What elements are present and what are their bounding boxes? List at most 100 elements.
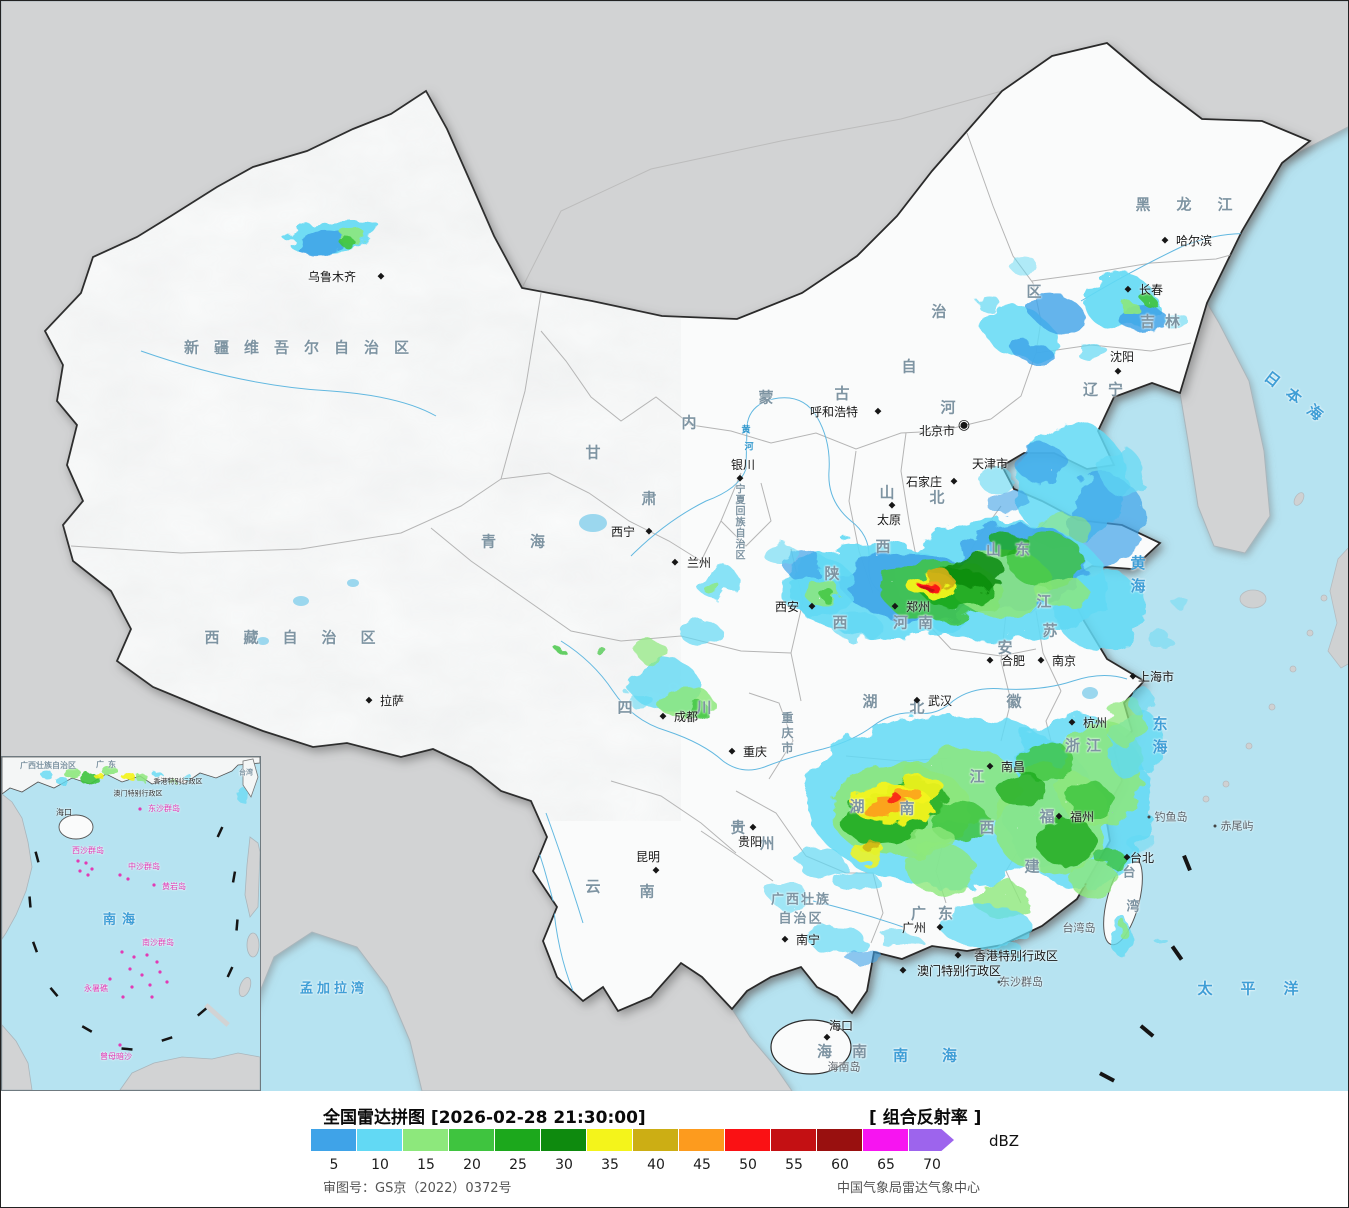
scale-swatch-15 xyxy=(403,1129,448,1151)
lakes xyxy=(257,514,1098,699)
boundary-dash xyxy=(31,941,39,953)
radar-echo xyxy=(1007,254,1035,272)
island-dot xyxy=(120,950,124,954)
color-scale-bar xyxy=(311,1129,954,1151)
mongolia-russia-border xyxy=(521,90,1003,289)
radar-echo xyxy=(974,293,998,309)
radar-echo xyxy=(637,642,669,664)
radar-echo xyxy=(1129,686,1153,716)
radar-echo xyxy=(1103,448,1143,498)
boundary-dash xyxy=(1182,854,1192,872)
radar-echo xyxy=(1155,937,1167,945)
scale-swatch-40 xyxy=(633,1129,678,1151)
scale-tick: 15 xyxy=(417,1157,435,1173)
island-dot xyxy=(84,861,88,865)
scale-tick: 5 xyxy=(329,1157,339,1173)
island-dot xyxy=(148,983,152,987)
island-dot xyxy=(132,955,136,959)
scale-swatch-35 xyxy=(587,1129,632,1151)
radar-echo xyxy=(991,534,1031,558)
radar-echo xyxy=(834,868,878,894)
credit-text: 中国气象局雷达气象中心 xyxy=(837,1181,981,1196)
scale-tick: 60 xyxy=(831,1157,849,1173)
scale-swatch-5 xyxy=(311,1129,356,1151)
product-title: 全国雷达拼图 [2026-02-28 21:30:00] xyxy=(323,1108,646,1128)
boundary-dash xyxy=(1170,945,1184,961)
scale-swatch-25 xyxy=(495,1129,540,1151)
radar-echo xyxy=(168,778,176,784)
scale-tick: 35 xyxy=(601,1157,619,1173)
radar-echo xyxy=(1013,341,1053,365)
radar-echo xyxy=(1095,847,1123,867)
radar-echo xyxy=(1036,817,1096,865)
map-license: 审图号：GS京（2022）0372号 xyxy=(323,1181,512,1196)
inset-hainan xyxy=(58,814,94,840)
boundary-dash xyxy=(216,826,224,838)
island-dot xyxy=(165,980,169,984)
boundary-dash xyxy=(81,1025,93,1033)
boundary-dash xyxy=(1139,1024,1155,1038)
radar-echo xyxy=(1171,595,1187,607)
china-radar-map xyxy=(1,1,1348,1091)
boundary-dash xyxy=(231,871,237,883)
radar-echo xyxy=(821,591,837,603)
scale-tick: 20 xyxy=(463,1157,481,1173)
scale-tick: 25 xyxy=(509,1157,527,1173)
radar-echo xyxy=(1029,294,1085,332)
scale-tick: 70 xyxy=(923,1157,941,1173)
inset-ocean xyxy=(2,757,260,1090)
inset-map xyxy=(1,756,261,1091)
island-dot xyxy=(128,967,132,971)
radar-echo xyxy=(682,702,710,720)
inset-palawan xyxy=(204,1003,230,1027)
radar-echo xyxy=(697,566,741,600)
radar-echo xyxy=(863,841,883,853)
boundary-dash xyxy=(161,1036,173,1042)
boundary-dash xyxy=(28,896,32,908)
radar-echo xyxy=(338,237,354,245)
radar-echo xyxy=(897,786,921,800)
radar-echo xyxy=(555,646,563,652)
radar-echo xyxy=(907,845,975,893)
scale-swatch-50 xyxy=(725,1129,770,1151)
radar-echo xyxy=(1118,920,1128,938)
scale-swatch-55 xyxy=(771,1129,816,1151)
island-dot xyxy=(76,859,80,863)
inset-vietnam xyxy=(1,793,33,941)
radar-echo xyxy=(1069,783,1113,819)
radar-echo xyxy=(704,583,722,595)
radar-echo xyxy=(1038,578,1088,608)
boundary-dash xyxy=(226,966,234,978)
hainan-island xyxy=(770,1019,852,1075)
island-dot xyxy=(152,883,156,887)
radar-echo xyxy=(237,787,247,803)
radar-echo xyxy=(63,768,81,778)
radar-echo xyxy=(56,777,68,785)
radar-echo xyxy=(808,926,864,952)
radar-echo xyxy=(293,231,345,251)
radar-echo xyxy=(102,766,118,776)
radar-echo xyxy=(921,584,931,590)
unit-label: dBZ xyxy=(989,1132,1020,1150)
island-dot xyxy=(155,960,159,964)
radar-echo xyxy=(769,884,809,908)
island-dot xyxy=(126,877,130,881)
island-dot xyxy=(150,995,154,999)
radar-echo-layer xyxy=(286,220,1188,965)
scale-tick: 10 xyxy=(371,1157,389,1173)
radar-echo xyxy=(182,774,192,780)
product-type: [ 组合反射率 ] xyxy=(869,1108,982,1128)
radar-echo xyxy=(1142,296,1156,306)
island-dot xyxy=(140,973,144,977)
radar-echo xyxy=(596,647,606,655)
island-dot xyxy=(118,873,122,877)
boundary-dash xyxy=(235,919,239,931)
scale-tick: 55 xyxy=(785,1157,803,1173)
scale-swatch-70 xyxy=(909,1129,954,1151)
radar-echo xyxy=(805,580,841,606)
radar-echo xyxy=(763,544,799,564)
radar-echo xyxy=(975,465,1011,489)
radar-echo xyxy=(136,774,148,782)
radar-echo xyxy=(41,771,53,779)
island-dot xyxy=(118,1043,122,1047)
